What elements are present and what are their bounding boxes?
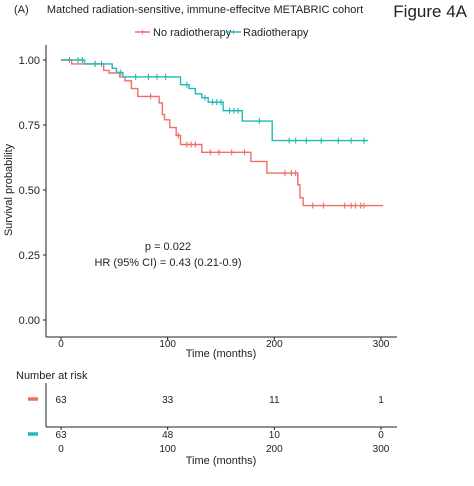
censor-mark xyxy=(341,202,348,209)
y-axis: 0.00 0.25 0.50 0.75 1.00 xyxy=(19,45,47,337)
y-tick-label: 1.00 xyxy=(19,55,40,67)
panel-tag: (A) xyxy=(14,4,29,16)
censor-mark xyxy=(183,81,190,88)
p-value-annotation: p = 0.022 xyxy=(145,241,191,253)
censor-mark xyxy=(79,57,86,63)
censor-mark xyxy=(360,202,367,209)
censor-mark xyxy=(92,60,99,67)
censor-mark xyxy=(192,141,199,148)
censor-mark xyxy=(175,132,182,139)
x-tick-label: 200 xyxy=(266,339,283,350)
risk-table-x-tick-label: 300 xyxy=(373,444,390,455)
y-axis-title: Survival probability xyxy=(3,143,15,236)
legend: + No radiotherapy + Radiotherapy xyxy=(135,27,309,39)
censor-mark xyxy=(282,170,288,177)
risk-table-x-title: Time (months) xyxy=(186,455,257,467)
censor-mark xyxy=(241,149,248,156)
risk-table-x-tick-label: 100 xyxy=(159,444,176,455)
censor-mark xyxy=(318,137,325,144)
censor-mark xyxy=(154,73,160,80)
censor-mark xyxy=(286,137,293,144)
censor-mark xyxy=(292,137,299,144)
risk-count: 10 xyxy=(269,430,281,441)
y-tick-label: 0.25 xyxy=(19,250,40,262)
censor-mark xyxy=(202,94,208,101)
censor-mark xyxy=(309,202,316,209)
censor-mark xyxy=(292,170,299,177)
legend-plus-radiotherapy: + xyxy=(231,28,237,39)
censor-mark xyxy=(235,107,242,114)
x-axis-title: Time (months) xyxy=(186,348,257,360)
risk-count: 48 xyxy=(162,430,174,441)
censor-mark xyxy=(215,149,222,156)
censor-mark xyxy=(360,137,367,144)
risk-count: 63 xyxy=(55,395,67,406)
y-tick-label: 0.75 xyxy=(19,120,40,132)
censor-mark xyxy=(256,118,263,125)
censor-mark xyxy=(335,137,342,144)
censor-mark xyxy=(320,202,327,209)
risk-table-x-tick-label: 200 xyxy=(266,444,283,455)
censor-mark xyxy=(132,73,139,80)
censor-mark xyxy=(145,73,152,80)
risk-table: 63 33 11 163 48 10 00 100 200 300 xyxy=(28,395,390,455)
risk-table-title: Number at risk xyxy=(16,370,88,382)
censor-mark xyxy=(207,149,214,156)
hazard-ratio-annotation: HR (95% CI) = 0.43 (0.21-0.9) xyxy=(94,257,241,269)
censor-mark xyxy=(162,73,169,80)
risk-table-x-tick-label: 0 xyxy=(58,444,64,455)
censor-mark xyxy=(352,202,359,209)
y-tick-label: 0.50 xyxy=(19,185,40,197)
chart-title: Matched radiation-sensitive, immune-effe… xyxy=(47,4,363,16)
survival-curves xyxy=(61,57,384,209)
censor-mark xyxy=(348,137,355,144)
risk-count: 0 xyxy=(378,430,384,441)
survival-curve xyxy=(61,59,369,142)
y-tick-label: 0.00 xyxy=(19,315,40,327)
censor-mark xyxy=(228,149,235,156)
x-tick-label: 0 xyxy=(58,339,64,350)
censor-mark xyxy=(218,99,224,106)
x-tick-label: 300 xyxy=(373,339,390,350)
legend-plus-no-radiotherapy: + xyxy=(140,28,146,39)
legend-label-radiotherapy: Radiotherapy xyxy=(243,27,309,39)
legend-label-no-radiotherapy: No radiotherapy xyxy=(153,27,232,39)
risk-count: 11 xyxy=(269,395,280,406)
censor-mark xyxy=(117,69,124,76)
censor-mark xyxy=(98,60,105,67)
x-tick-label: 100 xyxy=(159,339,176,350)
risk-count: 63 xyxy=(55,430,67,441)
risk-count: 33 xyxy=(162,395,174,406)
censor-mark xyxy=(147,93,154,100)
survival-curve xyxy=(61,59,384,207)
x-axis: 0 100 200 300 xyxy=(46,336,397,350)
risk-count: 1 xyxy=(378,395,384,406)
censor-mark xyxy=(303,137,310,144)
figure-label: Figure 4A xyxy=(393,2,467,21)
